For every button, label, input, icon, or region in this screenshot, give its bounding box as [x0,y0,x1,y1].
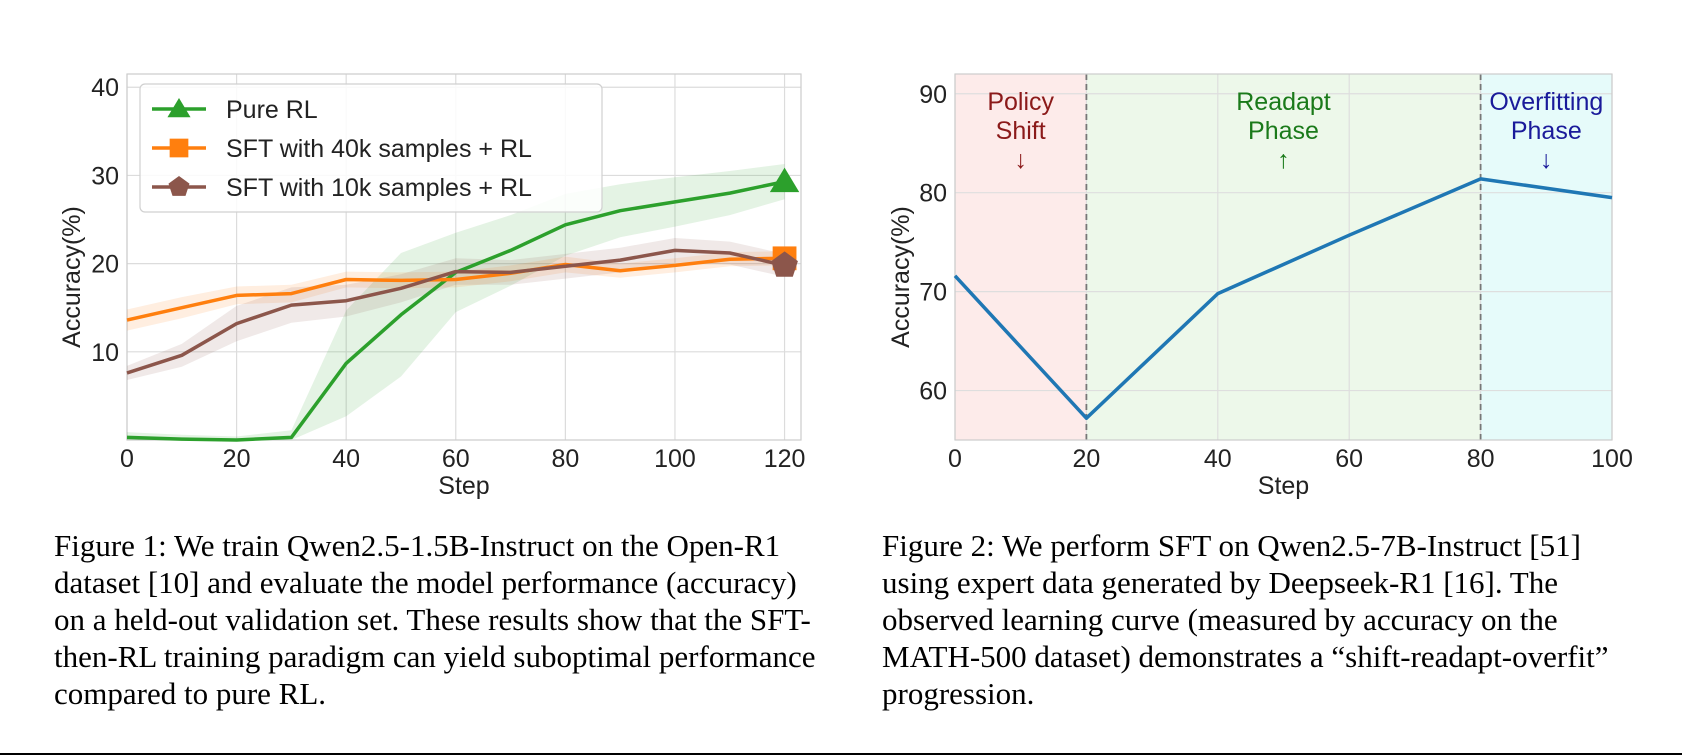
figure-2: 0 20 40 60 80 100 60 70 80 90 Policy Shift ↓ Readapt P… [841,0,1682,520]
series-line-2 [126,256,785,322]
series-end-marker-1 [769,167,800,193]
plot-frame-1 [126,73,802,441]
y-axis-label: Accuracy(%) [58,206,86,348]
x-tick-label: 40 [332,445,360,473]
y-tick-label: 30 [91,162,119,190]
y-axis-label: Accuracy(%) [887,206,915,348]
x-tick-label: 80 [551,445,579,473]
series-end-marker-3 [771,251,798,277]
phase-region-readapt [1086,74,1481,440]
phase-label-policy-shift: Shift [996,117,1046,145]
phase-label-overfitting: Phase [1511,117,1582,145]
x-tick-label: 100 [1591,445,1633,473]
x-tick-label: 60 [1335,445,1363,473]
phase-region-policy-shift [955,74,1087,440]
y-tick-label: 10 [91,339,119,367]
chart-1: 0 20 40 60 80 100 120 10 20 30 40 Step Accuracy(%) Pu… [58,73,806,500]
confidence-band-1 [127,164,785,440]
y-tick-label: 90 [919,81,947,109]
x-tick-label: 0 [948,445,962,473]
legend-marker-1 [167,98,191,118]
phase-label-readapt: Readapt [1236,88,1331,116]
phase-label-readapt: Phase [1248,117,1319,145]
phase-label-policy-shift: Policy [987,88,1054,116]
series-line-3 [126,248,785,375]
x-tick-label: 40 [1204,445,1232,473]
series-line-accuracy [953,177,1613,420]
legend-label-1: Pure RL [226,96,318,124]
plot-frame-2 [954,73,1613,441]
figure-1-caption: Figure 1: We train Qwen2.5-1.5B-Instruct… [54,528,816,711]
x-axis-label: Step [1258,472,1309,500]
y-tick-label: 80 [919,180,947,208]
x-axis-label: Step [438,472,489,500]
x-tick-label: 60 [442,445,470,473]
y-tick-label: 40 [91,74,119,102]
phase-label-overfitting: Overfitting [1489,88,1603,116]
y-tick-label: 20 [91,251,119,279]
y-tick-label: 60 [919,378,947,406]
legend-label-3: SFT with 10k samples + RL [226,174,532,202]
x-tick-label: 0 [120,445,134,473]
legend-marker-3 [168,176,190,196]
phase-region-overfitting [1480,74,1612,440]
x-tick-label: 20 [223,445,251,473]
x-tick-label: 80 [1467,445,1495,473]
bottom-rule [0,753,1682,755]
phase-label-policy-shift: ↓ [1014,146,1026,174]
x-tick-label: 20 [1072,445,1100,473]
legend-label-2: SFT with 40k samples + RL [226,135,532,163]
figure-1: 0 20 40 60 80 100 120 10 20 30 40 Step Accuracy(%) Pu… [0,0,841,520]
figure-2-caption: Figure 2: We perform SFT on Qwen2.5-7B-I… [882,528,1609,711]
y-tick-label: 70 [919,279,947,307]
x-tick-label: 100 [654,445,696,473]
phase-label-overfitting: ↓ [1540,146,1553,174]
legend-box [139,83,603,213]
legend-marker-2 [169,138,189,158]
phase-label-readapt: ↑ [1277,146,1290,174]
x-tick-label: 120 [764,445,806,473]
